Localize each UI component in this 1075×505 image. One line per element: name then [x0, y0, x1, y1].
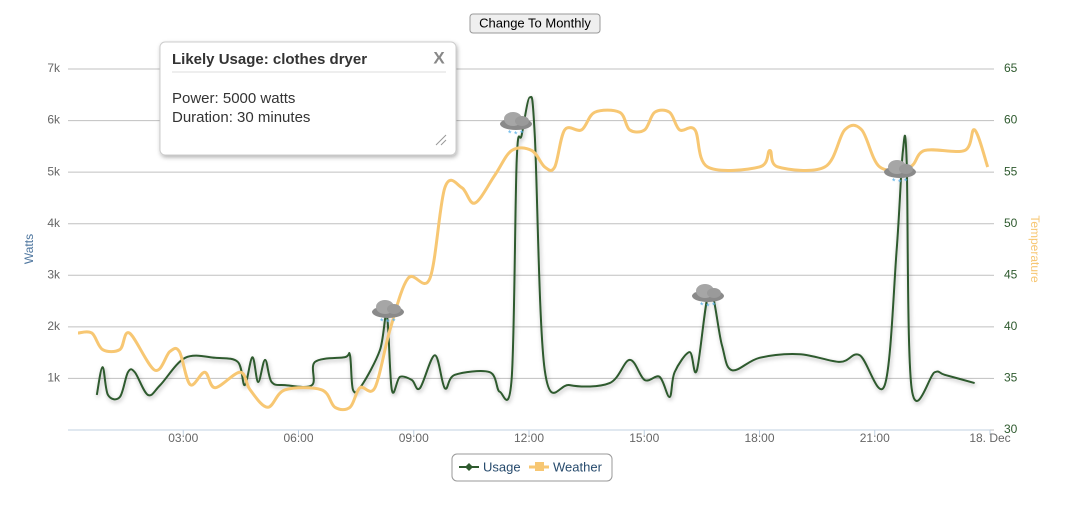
- button-box[interactable]: [469, 13, 601, 34]
- series-line: [95, 95, 975, 402]
- x-tick-label: 03:00: [168, 431, 198, 445]
- series-line: [77, 108, 990, 412]
- legend-symbol: [535, 462, 544, 471]
- x-tick-label: 21:00: [860, 431, 890, 445]
- y-tick-label: 4k: [47, 216, 61, 230]
- weather-icon: [500, 112, 532, 140]
- y2-tick-label: 40: [1004, 319, 1018, 333]
- y2-tick-label: 60: [1004, 113, 1018, 127]
- y-tick-label: 6k: [47, 113, 61, 127]
- y2-tick-label: 50: [1004, 216, 1018, 230]
- legend-label: Weather: [553, 459, 603, 474]
- y-axis-title: Watts: [22, 234, 36, 264]
- tooltip-close[interactable]: X: [433, 48, 445, 67]
- y-tick-label: 5k: [47, 164, 61, 178]
- y2-tick-label: 65: [1004, 61, 1018, 75]
- legend-symbol: [465, 463, 473, 471]
- y2-tick-label: 35: [1004, 371, 1018, 385]
- button[interactable]: Change To Monthly: [469, 13, 601, 34]
- x-tick-label: 18. Dec: [969, 431, 1010, 445]
- weather-icon: [884, 160, 916, 188]
- weather-icon: [372, 300, 404, 328]
- button-label[interactable]: Change To Monthly: [479, 15, 591, 30]
- x-tick-label: 06:00: [283, 431, 313, 445]
- tooltip-box: [159, 41, 457, 156]
- y-tick-label: 2k: [47, 319, 61, 333]
- y-tick-label: 7k: [47, 61, 61, 75]
- y2-tick-label: 45: [1004, 267, 1018, 281]
- y-tick-label: 1k: [47, 371, 61, 385]
- legend-label: Usage: [483, 459, 521, 474]
- tooltip-title: Likely Usage: clothes dryer: [172, 51, 367, 68]
- x-tick-label: 12:00: [514, 431, 544, 445]
- y-tick-label: 3k: [47, 267, 61, 281]
- labels: 1k 2k 3k 4k 5k 6k 7k 30 35 40 45 50 55 60 65 03:00 06:00…: [47, 61, 1017, 445]
- x-tick-label: 15:00: [629, 431, 659, 445]
- tooltip-line: Duration: 30 minutes: [172, 109, 310, 126]
- x-tick-label: 09:00: [399, 431, 429, 445]
- x-tick-label: 18:00: [744, 431, 774, 445]
- resize-grip: [435, 134, 447, 146]
- legend: Usage Weather: [451, 453, 613, 482]
- weather-icon: [692, 284, 724, 312]
- marks: [77, 95, 990, 412]
- y2-tick-label: 30: [1004, 422, 1018, 436]
- y2-axis-title: Temperature: [1028, 215, 1042, 283]
- tooltip-line: Power: 5000 watts: [172, 90, 295, 107]
- y2-tick-label: 55: [1004, 164, 1018, 178]
- tooltip: Likely Usage: clothes dryer X Power: 500…: [159, 41, 457, 156]
